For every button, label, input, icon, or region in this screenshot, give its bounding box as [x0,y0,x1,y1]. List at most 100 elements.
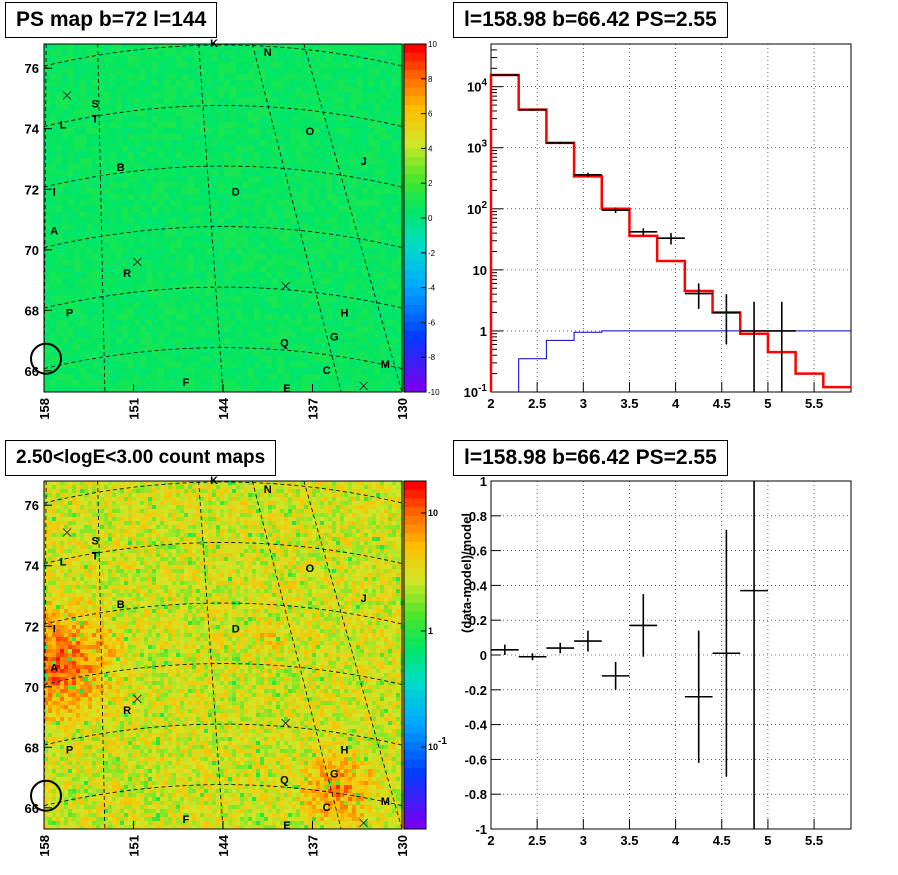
map-cell [168,529,172,533]
map-cell [356,374,362,380]
map-cell [312,533,316,537]
map-cell [44,44,50,50]
map-cell [104,505,108,509]
map-cell [302,338,308,344]
map-cell [386,296,392,302]
map-cell [284,278,290,284]
map-cell [182,272,188,278]
map-cell [308,521,312,525]
map-cell [332,224,338,230]
map-cell [368,200,374,206]
map-cell [364,521,368,525]
map-cell [376,525,380,529]
map-cell [344,350,350,356]
map-cell [254,188,260,194]
map-cell [86,50,92,56]
map-cell [302,206,308,212]
map-cell [218,248,224,254]
map-cell [236,505,240,509]
map-cell [176,290,182,296]
map-cell [332,140,338,146]
map-cell [242,206,248,212]
map-cell [92,158,98,164]
map-cell [62,158,68,164]
map-cell [242,242,248,248]
map-cell [74,140,80,146]
map-cell [170,374,176,380]
map-cell [248,308,254,314]
map-cell [398,110,404,116]
map-cell [272,356,278,362]
map-cell [176,362,182,368]
map-cell [266,254,272,260]
map-cell [164,326,170,332]
map-cell [160,493,164,497]
map-cell [264,489,268,493]
map-cell [332,521,336,525]
map-cell [380,206,386,212]
map-cell [224,326,230,332]
map-cell [228,497,232,501]
map-cell [62,284,68,290]
map-cell [332,44,338,50]
map-cell [200,374,206,380]
source-label: Q [280,338,289,350]
map-cell [290,278,296,284]
map-cell [74,290,80,296]
map-cell [80,489,84,493]
map-cell [146,266,152,272]
map-cell [86,302,92,308]
map-cell [392,260,398,266]
map-cell [98,296,104,302]
map-cell [398,320,404,326]
map-cell [260,497,264,501]
colorbar-swatch [404,200,426,210]
map-cell [338,266,344,272]
map-cell [188,110,194,116]
map-cell [146,278,152,284]
map-cell [314,188,320,194]
map-cell [398,44,404,50]
map-cell [56,128,62,134]
map-cell [104,278,110,284]
map-cell [112,505,116,509]
map-cell [300,533,304,537]
map-cell [230,104,236,110]
map-cell [386,290,392,296]
map-cell [188,489,192,493]
map-cell [338,188,344,194]
map-cell [380,525,384,529]
map-cell [278,122,284,128]
map-cell [164,86,170,92]
map-cell [56,481,60,485]
map-cell [216,497,220,501]
map-cell [344,104,350,110]
map-cell [204,521,208,525]
map-cell [368,374,374,380]
map-cell [254,230,260,236]
map-cell [284,320,290,326]
map-cell [158,62,164,68]
map-cell [336,533,340,537]
map-cell [56,92,62,98]
map-cell [302,158,308,164]
map-cell [308,80,314,86]
map-cell [134,140,140,146]
map-cell [368,485,372,489]
map-cell [248,296,254,302]
map-cell [104,326,110,332]
map-cell [338,326,344,332]
map-cell [140,308,146,314]
map-cell [86,146,92,152]
map-cell [104,525,108,529]
map-cell [110,236,116,242]
map-cell [260,218,266,224]
map-cell [328,481,332,485]
map-cell [176,200,182,206]
map-cell [314,104,320,110]
map-cell [170,296,176,302]
map-cell [152,308,158,314]
map-cell [296,509,300,513]
map-cell [134,188,140,194]
map-grid [43,43,403,393]
